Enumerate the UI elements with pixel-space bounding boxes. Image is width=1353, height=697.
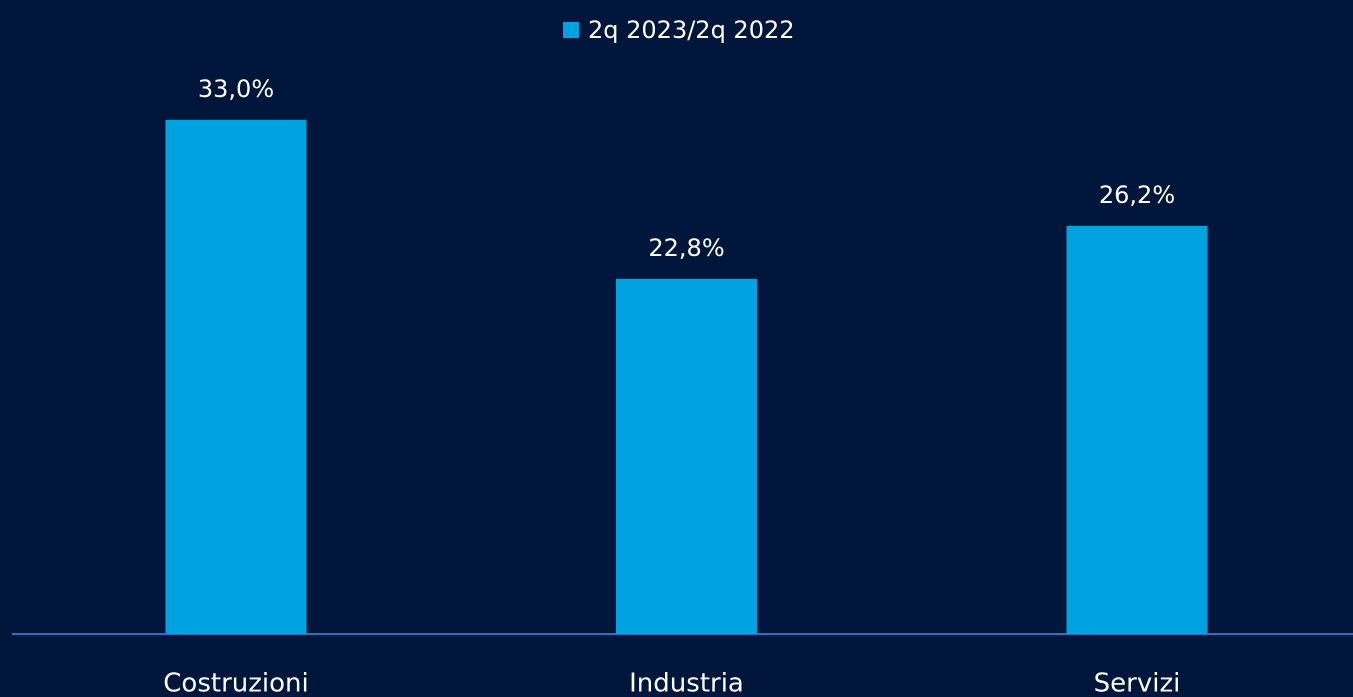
bar [616, 278, 757, 634]
bar [165, 119, 307, 635]
x-tick-label: Costruzioni [163, 669, 308, 697]
data-label: 26,2% [1099, 181, 1175, 209]
data-label: 22,8% [648, 234, 724, 262]
legend-label: 2q 2023/2q 2022 [588, 16, 795, 44]
legend-swatch [563, 22, 579, 38]
x-tick-label: Servizi [1094, 669, 1181, 697]
data-label: 33,0% [198, 75, 274, 103]
bar [1066, 225, 1208, 634]
x-tick-label: Industria [629, 669, 744, 697]
